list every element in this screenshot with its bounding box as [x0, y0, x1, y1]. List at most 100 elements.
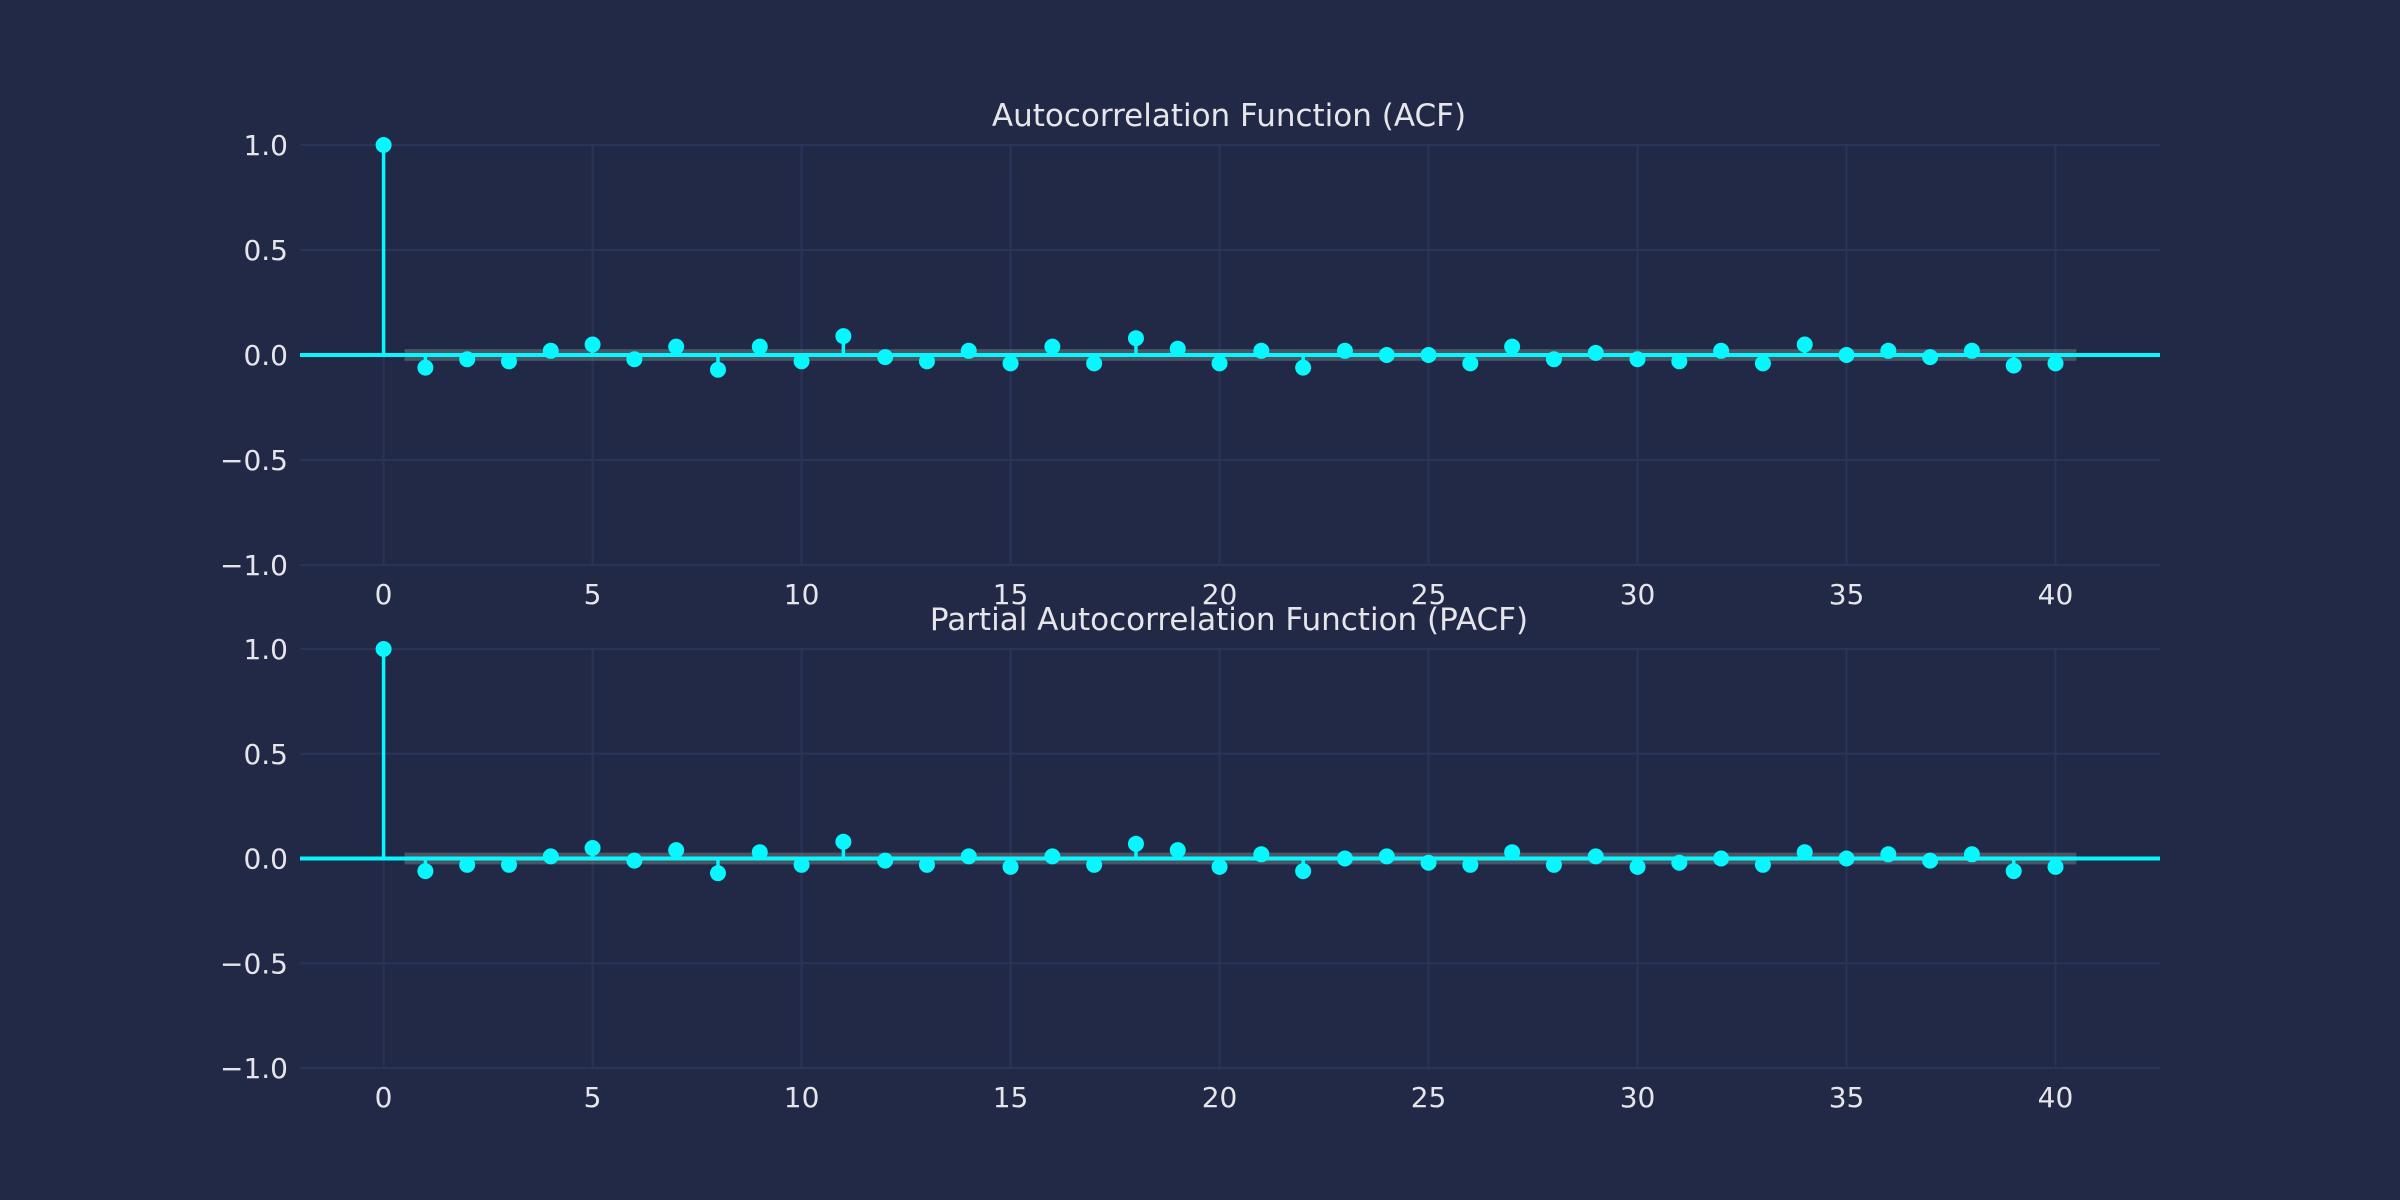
pacf-marker-lag-4: [542, 848, 559, 865]
pacf-xtick-label: 15: [993, 1081, 1029, 1114]
pacf-marker-lag-8: [709, 865, 726, 882]
acf-marker-lag-11: [835, 328, 852, 345]
pacf-ytick-label: −0.5: [220, 947, 288, 980]
acf-xtick-label: 20: [1202, 578, 1238, 611]
pacf-marker-lag-39: [2005, 863, 2022, 880]
pacf-marker-lag-5: [584, 840, 601, 857]
pacf-marker-lag-15: [1002, 858, 1019, 875]
pacf-marker-lag-6: [626, 852, 643, 869]
acf-ytick-label: 1.0: [243, 129, 288, 162]
pacf-ytick-label: −1.0: [220, 1052, 288, 1085]
pacf-marker-lag-22: [1295, 863, 1312, 880]
acf-title: Autocorrelation Function (ACF): [992, 98, 1466, 134]
pacf-marker-lag-17: [1086, 856, 1103, 873]
acf-xtick-label: 10: [784, 578, 820, 611]
acf-marker-lag-21: [1253, 342, 1270, 359]
pacf-xtick-label: 35: [1829, 1081, 1865, 1114]
pacf-marker-lag-12: [877, 852, 894, 869]
pacf-marker-lag-18: [1127, 835, 1144, 852]
acf-marker-lag-25: [1420, 347, 1437, 363]
acf-marker-lag-14: [960, 342, 977, 359]
acf-marker-lag-13: [918, 353, 935, 370]
pacf-xtick-label: 0: [375, 1081, 393, 1114]
acf-marker-lag-30: [1629, 351, 1646, 368]
pacf-marker-lag-37: [1922, 852, 1939, 869]
pacf-xtick-label: 40: [2038, 1081, 2074, 1114]
acf-marker-lag-31: [1671, 353, 1688, 370]
acf-xtick-label: 25: [1411, 578, 1447, 611]
pacf-marker-lag-14: [960, 848, 977, 865]
acf-marker-lag-8: [709, 361, 726, 378]
acf-xtick-label: 15: [993, 578, 1029, 611]
acf-marker-lag-0: [375, 137, 392, 153]
pacf-marker-lag-1: [417, 863, 434, 880]
acf-marker-lag-28: [1545, 351, 1562, 368]
pacf-ytick-label: 1.0: [243, 633, 288, 666]
pacf-title: Partial Autocorrelation Function (PACF): [930, 602, 1528, 638]
acf-marker-lag-18: [1127, 330, 1144, 347]
pacf-xtick-label: 5: [584, 1081, 602, 1114]
pacf-marker-lag-30: [1629, 858, 1646, 875]
pacf-marker-lag-26: [1462, 856, 1479, 873]
pacf-marker-lag-7: [668, 842, 685, 859]
pacf-marker-lag-11: [835, 833, 852, 850]
pacf-marker-lag-16: [1044, 848, 1061, 865]
acf-xtick-label: 0: [375, 578, 393, 611]
pacf-marker-lag-29: [1587, 848, 1604, 865]
pacf-marker-lag-36: [1880, 846, 1897, 863]
pacf-panel: 0 5 10 15 20 25 30 35 40 −1.0 −0.5 0.0 0.5 1.0 Partial…: [220, 602, 2160, 1114]
acf-marker-lag-29: [1587, 344, 1604, 361]
acf-marker-lag-17: [1086, 355, 1103, 372]
acf-marker-lag-22: [1295, 359, 1312, 376]
acf-marker-lag-23: [1336, 342, 1353, 359]
acf-marker-lag-34: [1796, 336, 1813, 353]
acf-marker-lag-4: [542, 342, 559, 359]
acf-marker-lag-33: [1754, 355, 1771, 372]
pacf-marker-lag-0: [375, 641, 392, 657]
acf-marker-lag-39: [2005, 357, 2022, 374]
acf-marker-lag-1: [417, 359, 434, 376]
acf-ytick-label: −0.5: [220, 444, 288, 477]
pacf-marker-lag-3: [500, 856, 517, 873]
pacf-marker-lag-40: [2047, 858, 2064, 875]
acf-xtick-label: 5: [584, 578, 602, 611]
pacf-marker-lag-38: [1963, 846, 1980, 863]
acf-marker-lag-5: [584, 336, 601, 353]
acf-marker-lag-15: [1002, 355, 1019, 372]
acf-marker-lag-32: [1713, 342, 1730, 359]
acf-marker-lag-27: [1504, 338, 1521, 355]
pacf-marker-lag-31: [1671, 854, 1688, 871]
pacf-marker-lag-9: [751, 844, 768, 861]
acf-marker-lag-10: [793, 353, 810, 370]
pacf-marker-lag-24: [1378, 848, 1395, 865]
acf-marker-lag-40: [2047, 355, 2064, 372]
acf-marker-lag-37: [1922, 349, 1939, 366]
pacf-marker-lag-10: [793, 856, 810, 873]
acf-marker-lag-24: [1378, 347, 1395, 363]
pacf-ytick-label: 0.5: [243, 738, 288, 771]
acf-panel: 0 5 10 15 20 25 30 35 40 −1.0 −0.5 0.0 0.5 1.0 Autocor…: [220, 98, 2160, 611]
acf-marker-lag-9: [751, 338, 768, 355]
acf-xtick-label: 40: [2038, 578, 2074, 611]
acf-marker-lag-20: [1211, 355, 1228, 372]
pacf-marker-lag-34: [1796, 844, 1813, 861]
pacf-xtick-label: 20: [1202, 1081, 1238, 1114]
acf-ytick-label: 0.5: [243, 234, 288, 267]
pacf-marker-lag-23: [1336, 850, 1353, 867]
acf-marker-lag-19: [1169, 340, 1186, 357]
pacf-marker-lag-20: [1211, 858, 1228, 875]
pacf-marker-lag-21: [1253, 846, 1270, 863]
acf-marker-lag-35: [1838, 347, 1855, 363]
pacf-marker-lag-13: [918, 856, 935, 873]
acf-xtick-label: 30: [1620, 578, 1656, 611]
pacf-xtick-label: 30: [1620, 1081, 1656, 1114]
pacf-xtick-label: 10: [784, 1081, 820, 1114]
pacf-marker-lag-25: [1420, 854, 1437, 871]
pacf-marker-lag-32: [1713, 850, 1730, 867]
acf-marker-lag-2: [459, 351, 476, 368]
pacf-marker-lag-2: [459, 856, 476, 873]
pacf-marker-lag-27: [1504, 844, 1521, 861]
pacf-marker-lag-19: [1169, 842, 1186, 859]
pacf-marker-lag-35: [1838, 850, 1855, 867]
